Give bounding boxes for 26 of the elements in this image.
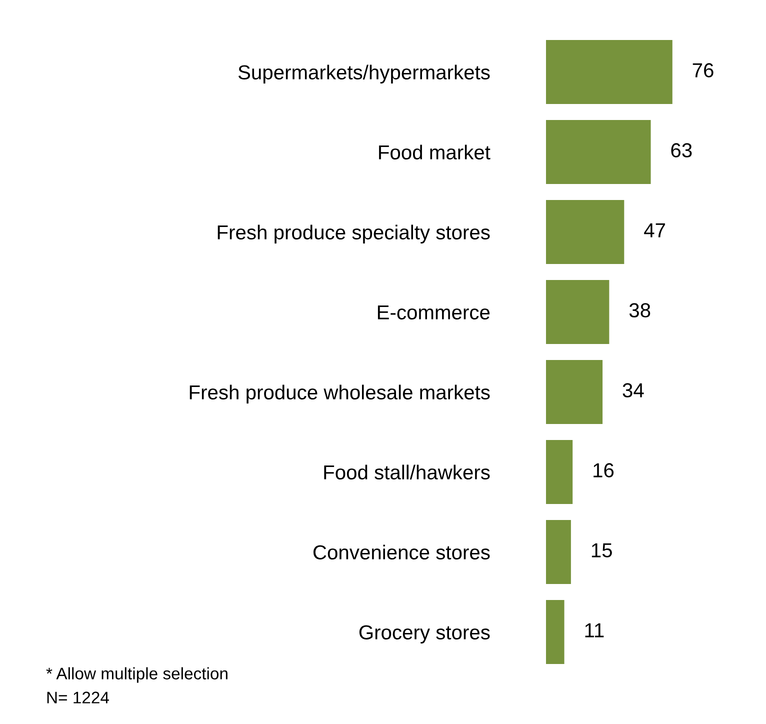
bar	[546, 600, 564, 664]
y-tick-label: Fresh produce wholesale markets	[190, 384, 490, 404]
data-label: 76	[692, 63, 714, 78]
y-tick-label: Fresh produce specialty stores	[218, 224, 490, 244]
y-tick-label: Food market	[379, 144, 490, 160]
bar	[546, 120, 651, 184]
bar	[546, 360, 603, 424]
bar	[546, 520, 571, 584]
y-tick-label: Grocery stores	[359, 625, 490, 644]
y-tick-label: Convenience stores	[313, 544, 490, 560]
bar	[546, 200, 624, 264]
data-label: 15	[592, 543, 612, 558]
bar	[546, 440, 573, 504]
bar	[546, 40, 672, 104]
data-label: 47	[644, 223, 665, 238]
y-tick-label: Food stall/hawkers	[324, 464, 490, 480]
data-label: 63	[671, 143, 692, 158]
text: * Allow multiple selection	[46, 667, 228, 683]
data-label: 16	[594, 463, 614, 478]
data-label: 34	[622, 383, 644, 398]
data-label: 11	[585, 623, 604, 638]
y-tick-label: E-commerce	[378, 305, 490, 320]
data-label: 38	[629, 303, 650, 318]
text: N= 1224	[47, 692, 109, 704]
bar	[546, 280, 610, 344]
y-tick-label: Supermarkets/hypermarkets	[238, 64, 490, 84]
